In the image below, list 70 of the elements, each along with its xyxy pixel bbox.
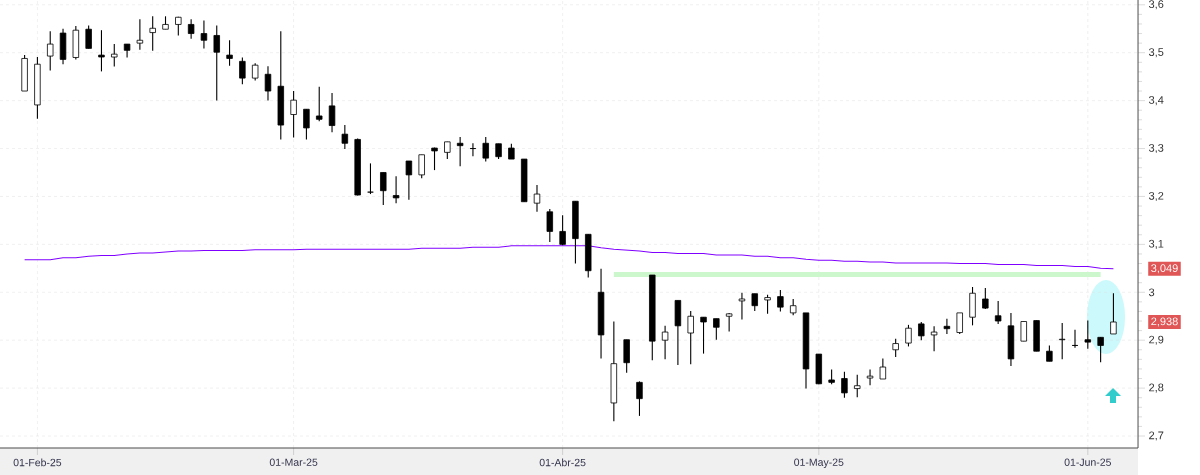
candlestick <box>764 294 771 315</box>
candlestick <box>456 136 464 167</box>
candlestick <box>956 312 963 335</box>
candlestick <box>943 318 951 335</box>
candlestick <box>239 56 246 85</box>
candlestick <box>1020 320 1027 342</box>
candlestick <box>713 318 720 341</box>
candlestick <box>380 171 387 206</box>
candlestick <box>341 124 349 150</box>
y-tick-label: 2,7 <box>1149 431 1164 441</box>
candlestick <box>200 20 208 49</box>
candlestick <box>930 325 938 352</box>
candlestick <box>367 162 374 195</box>
candlestick <box>290 90 297 139</box>
candlestick <box>994 300 1002 325</box>
candlestick <box>905 324 912 347</box>
candlestick <box>700 316 707 355</box>
x-tick-label: 01-May-25 <box>794 458 844 469</box>
candlestick <box>738 292 746 321</box>
x-tick-label: 01-Feb-25 <box>13 458 62 467</box>
text: 2,938 <box>1151 317 1178 327</box>
y-tick-label: 2,8 <box>1149 383 1164 393</box>
candlestick <box>149 15 156 52</box>
y-tick-label: 3,3 <box>1148 144 1164 154</box>
candlestick <box>392 175 400 204</box>
y-tick-label: 3,1 <box>1148 239 1164 249</box>
candlestick <box>687 310 694 365</box>
x-tick-label: 01-Mar-25 <box>269 458 318 466</box>
candlestick <box>636 380 643 417</box>
candlestick <box>623 339 630 374</box>
candlestick <box>85 24 92 49</box>
candlestick <box>303 108 310 140</box>
candlestick <box>328 92 336 133</box>
candlestick <box>136 18 144 51</box>
candlestick <box>661 325 669 360</box>
candlestick <box>879 357 887 380</box>
candlestick <box>482 136 489 163</box>
candlestick <box>405 160 413 201</box>
candlestick <box>866 368 874 386</box>
candlestick <box>546 208 554 243</box>
candlestick <box>187 18 195 40</box>
y-tick-label: 3,6 <box>1148 0 1164 10</box>
candlestick <box>892 338 899 358</box>
y-tick-label: 3 <box>1148 288 1155 297</box>
candlestick <box>98 29 105 72</box>
candlestick <box>969 286 976 326</box>
candlestick <box>213 24 220 102</box>
candlestick <box>777 289 784 312</box>
x-tick-label: 01-Abr-25 <box>539 458 586 467</box>
text: 3,049 <box>1151 264 1178 274</box>
candlestick <box>264 65 272 102</box>
candlestick <box>111 43 118 68</box>
candlestick <box>226 39 233 67</box>
candlestick <box>1110 292 1117 335</box>
x-tick-label: 01-Jun-25 <box>1064 458 1111 466</box>
candlestick <box>431 147 438 171</box>
candlestick <box>841 371 848 399</box>
candlestick <box>47 30 54 71</box>
y-tick-label: 3,4 <box>1148 96 1164 106</box>
candlestick <box>559 214 566 246</box>
candlestick <box>854 374 861 398</box>
candlestick <box>418 154 425 179</box>
candlestick <box>1097 336 1104 363</box>
y-tick-label: 3,5 <box>1148 48 1164 58</box>
candlestick <box>1084 320 1092 350</box>
candlestick <box>533 184 541 213</box>
y-tick-label: 2,9 <box>1149 335 1164 345</box>
y-tick-label: 3,2 <box>1148 191 1164 201</box>
candlestick <box>316 86 323 122</box>
candlestick <box>918 321 925 341</box>
